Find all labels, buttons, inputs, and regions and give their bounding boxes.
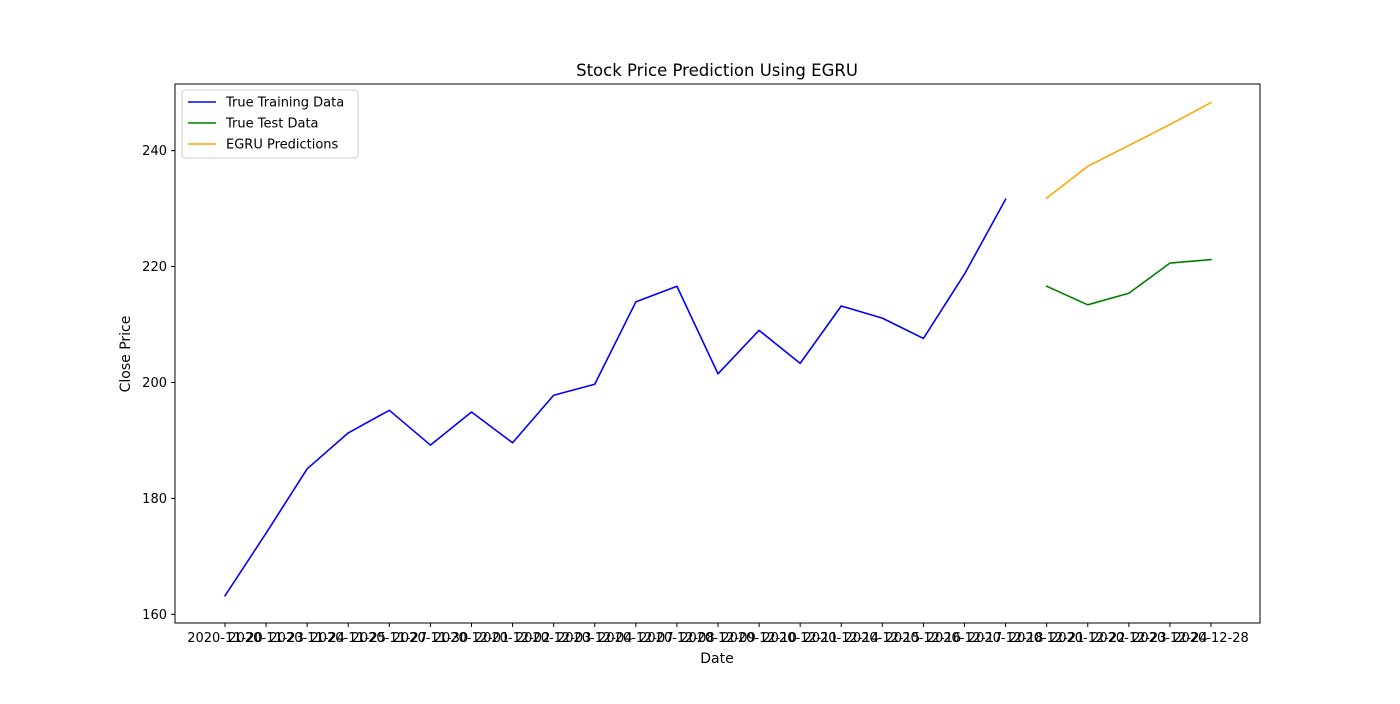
x-tick-label: 2020-11-27 [352, 631, 428, 646]
y-tick-label: 200 [142, 376, 167, 391]
x-tick-label: 2020-12-23 [1091, 631, 1167, 646]
series-line-2 [1045, 258, 1212, 306]
y-axis-label: Close Price [118, 316, 134, 393]
y-tick-label: 240 [142, 144, 167, 159]
legend-entry-label: True Training Data [225, 96, 344, 111]
x-tick-label: 2020-12-08 [639, 631, 715, 646]
x-tick-label: 2020-11-23 [228, 631, 304, 646]
legend-entry-label: True Test Data [225, 117, 319, 132]
x-tick-label: 2020-12-16 [886, 631, 962, 646]
legend-entry-label: EGRU Predictions [226, 138, 339, 153]
x-tick-label: 2020-12-15 [845, 631, 921, 646]
x-tick-label: 2020-12-11 [762, 631, 838, 646]
x-tick-label: 2020-12-28 [1173, 631, 1249, 646]
y-tick-label: 220 [142, 260, 167, 275]
x-tick-label: 2020-11-20 [187, 631, 263, 646]
x-tick-label: 2020-12-02 [475, 631, 551, 646]
x-axis-label: Date [700, 651, 733, 667]
x-tick-label: 2020-12-10 [721, 631, 797, 646]
x-tick-label: 2020-12-24 [1132, 631, 1208, 646]
x-tick-label: 2020-12-22 [1050, 631, 1126, 646]
legend: True Training Data True Test Data EGRU Pre… [181, 89, 359, 159]
x-tick-label: 2020-12-07 [598, 631, 674, 646]
legend-box [181, 89, 359, 159]
y-tick-label: 160 [142, 608, 167, 623]
plot-frame [174, 83, 1261, 624]
x-tick-label: 2020-12-17 [927, 631, 1003, 646]
x-tick-label: 2020-11-25 [310, 631, 386, 646]
x-tick-label: 2020-12-04 [557, 631, 633, 646]
x-tick-label: 2020-12-18 [968, 631, 1044, 646]
x-tick-label: 2020-11-24 [269, 631, 345, 646]
x-tick-label: 2020-12-21 [1009, 631, 1085, 646]
y-tick-label: 180 [142, 492, 167, 507]
chart-title: Stock Price Prediction Using EGRU [576, 61, 858, 80]
x-tick-label: 2020-12-09 [680, 631, 756, 646]
x-tick-label: 2020-12-03 [516, 631, 592, 646]
series-line-3 [1045, 101, 1213, 200]
x-tick-label: 2020-12-14 [803, 631, 879, 646]
series-line-1 [223, 198, 1007, 597]
x-tick-label: 2020-11-30 [393, 631, 469, 646]
x-tick-label: 2020-12-01 [434, 631, 510, 646]
